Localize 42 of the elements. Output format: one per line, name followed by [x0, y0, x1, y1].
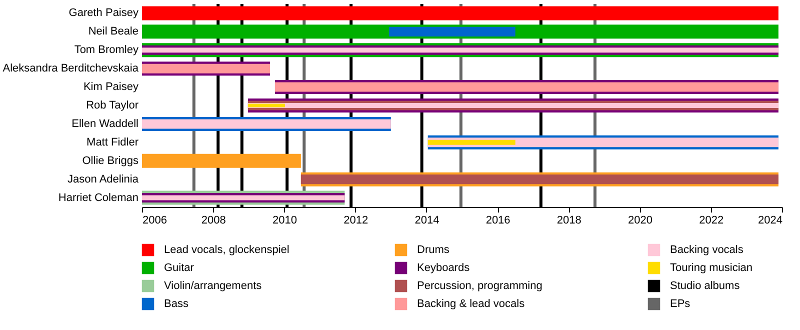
- y-tick-label: Ellen Waddell: [72, 118, 138, 130]
- legend-label: Backing vocals: [670, 244, 744, 256]
- legend-label: Guitar: [164, 262, 194, 274]
- bar: [274, 82, 778, 92]
- x-tick-label: 2020: [628, 214, 653, 226]
- legend-label: Keyboards: [417, 262, 470, 274]
- bar: [142, 195, 345, 200]
- legend-label: Drums: [417, 244, 450, 256]
- x-tick-label: 2010: [272, 214, 297, 226]
- y-tick-label: Neil Beale: [88, 26, 138, 38]
- y-tick-label: Harriet Coleman: [58, 192, 138, 204]
- bar: [248, 104, 285, 108]
- y-tick-label: Aleksandra Berditchevskaia: [2, 62, 140, 75]
- legend-label: EPs: [670, 298, 691, 310]
- bar: [428, 140, 516, 145]
- bar: [142, 6, 778, 20]
- y-tick-label: Tom Bromley: [74, 44, 139, 56]
- x-tick-label: 2016: [486, 214, 510, 226]
- bar: [142, 154, 301, 168]
- bar: [300, 174, 778, 184]
- legend-label: Studio albums: [670, 280, 740, 292]
- bar: [142, 48, 778, 53]
- legend-label: Percussion, programming: [417, 280, 542, 292]
- bar: [142, 64, 270, 74]
- y-tick-label: Kim Paisey: [83, 81, 139, 94]
- x-tick-label: 2014: [414, 214, 440, 226]
- x-tick-label: 2012: [344, 214, 368, 226]
- y-tick-label: Rob Taylor: [86, 100, 139, 112]
- x-tick-label: 2022: [699, 214, 724, 226]
- y-tick-label: Jason Adelinia: [68, 173, 140, 186]
- legend-label: Touring musician: [670, 262, 753, 274]
- y-tick-label: Matt Fidler: [86, 136, 139, 148]
- y-tick-label: Ollie Briggs: [82, 154, 139, 167]
- legend-label: Violin/arrangements: [164, 280, 262, 292]
- legend-label: Lead vocals, glockenspiel: [164, 244, 290, 256]
- x-tick-label: 2008: [201, 214, 226, 226]
- legend-label: Backing & lead vocals: [417, 298, 526, 310]
- x-tick-label: 2024: [758, 214, 782, 226]
- legend-label: Bass: [164, 298, 189, 310]
- y-tick-label: Gareth Paisey: [68, 7, 139, 20]
- x-tick-label: 2018: [556, 214, 582, 226]
- x-tick-label: 2006: [142, 214, 167, 226]
